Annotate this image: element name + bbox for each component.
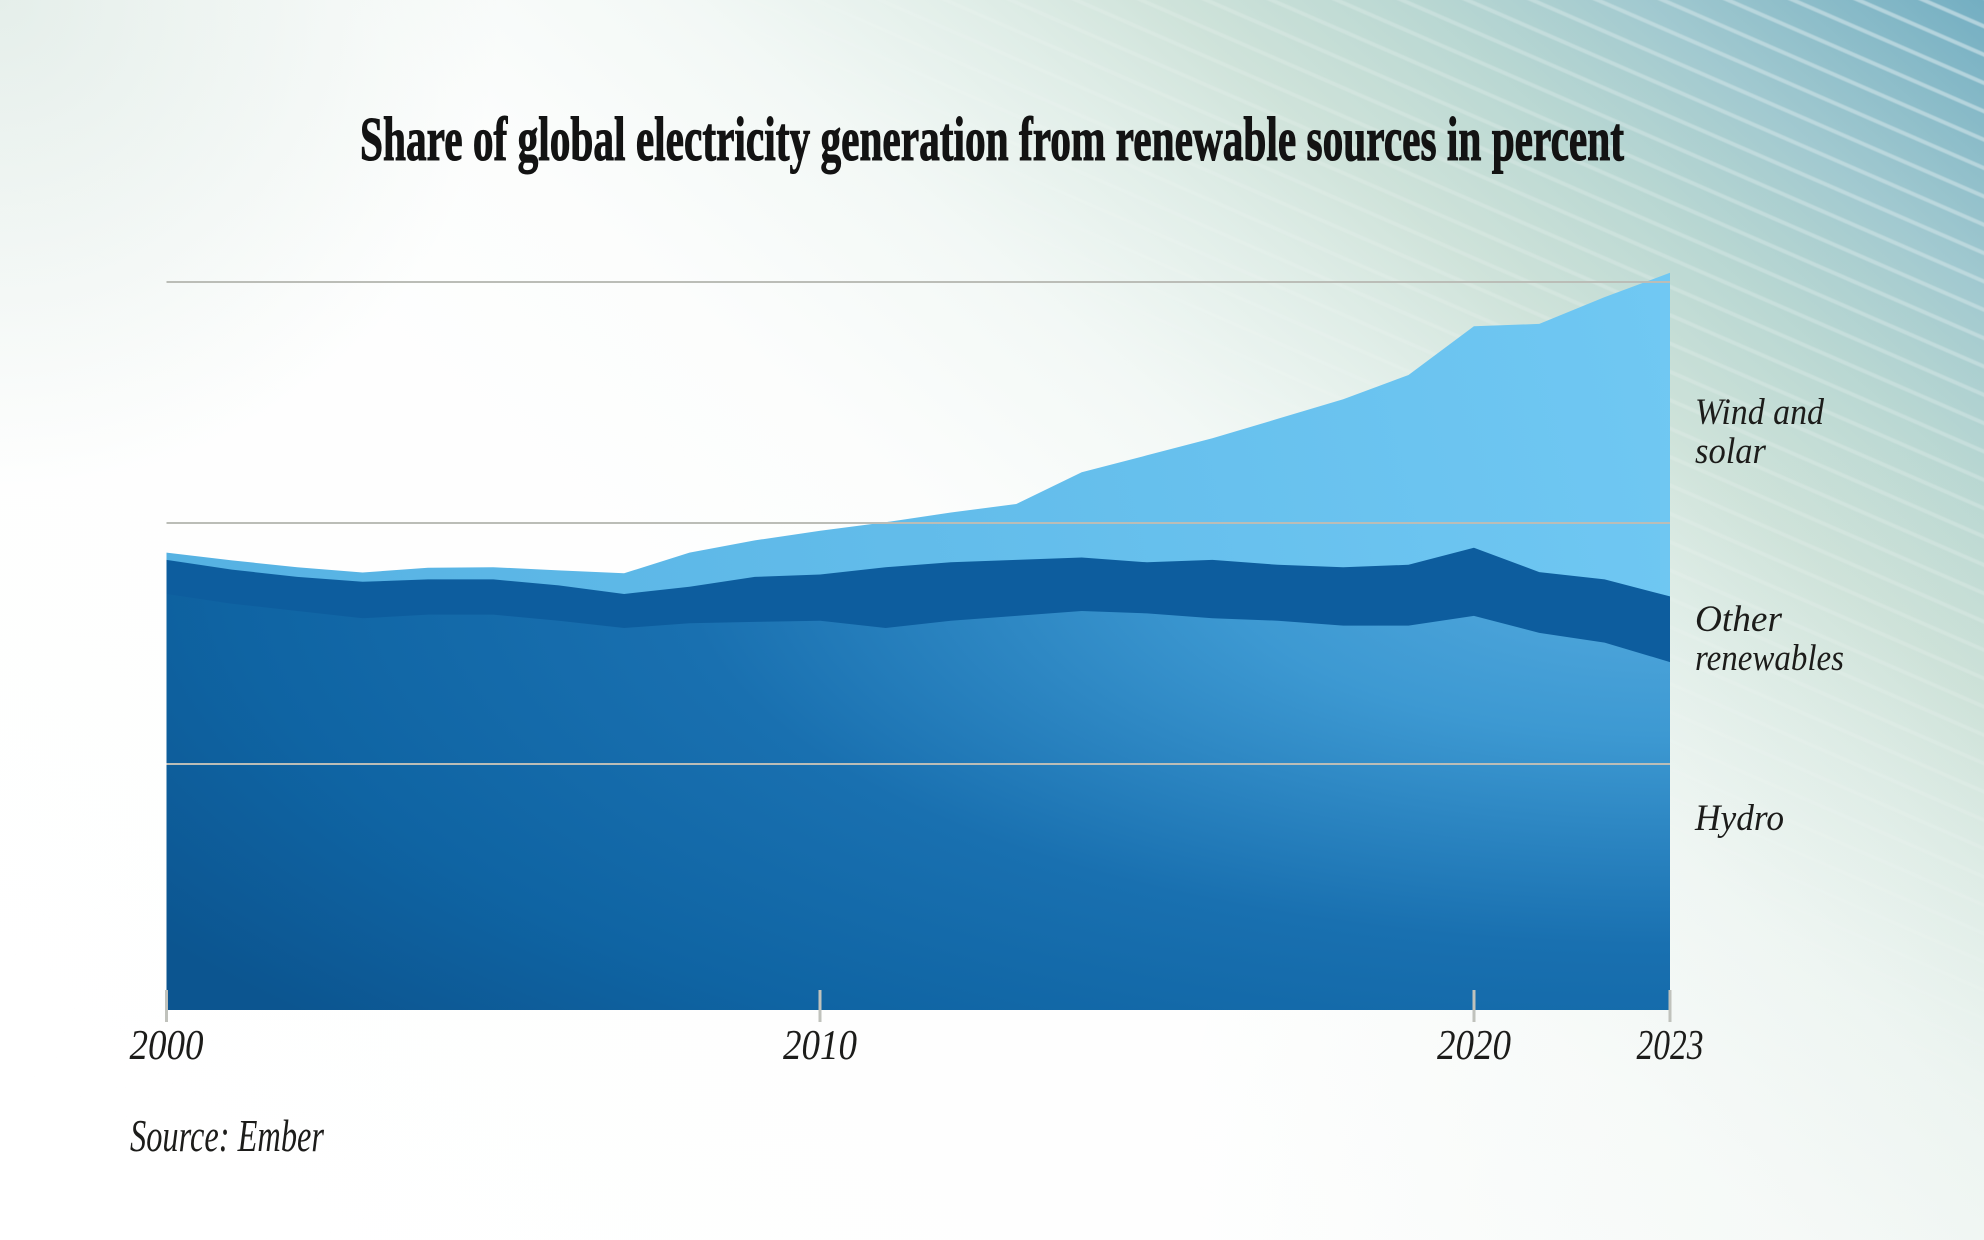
svg-text:renewables: renewables: [1695, 638, 1844, 679]
svg-text:2000: 2000: [130, 1023, 204, 1069]
svg-text:solar: solar: [1695, 431, 1767, 472]
svg-text:Share of global electricity ge: Share of global electricity generation f…: [360, 106, 1624, 174]
svg-text:Wind and: Wind and: [1695, 392, 1824, 433]
svg-text:Hydro: Hydro: [1694, 798, 1784, 839]
svg-text:Other: Other: [1695, 599, 1783, 640]
svg-text:Source: Ember: Source: Ember: [130, 1110, 325, 1161]
svg-text:2020: 2020: [1437, 1023, 1511, 1069]
svg-text:2010: 2010: [783, 1023, 857, 1069]
svg-text:2023: 2023: [1637, 1023, 1704, 1069]
